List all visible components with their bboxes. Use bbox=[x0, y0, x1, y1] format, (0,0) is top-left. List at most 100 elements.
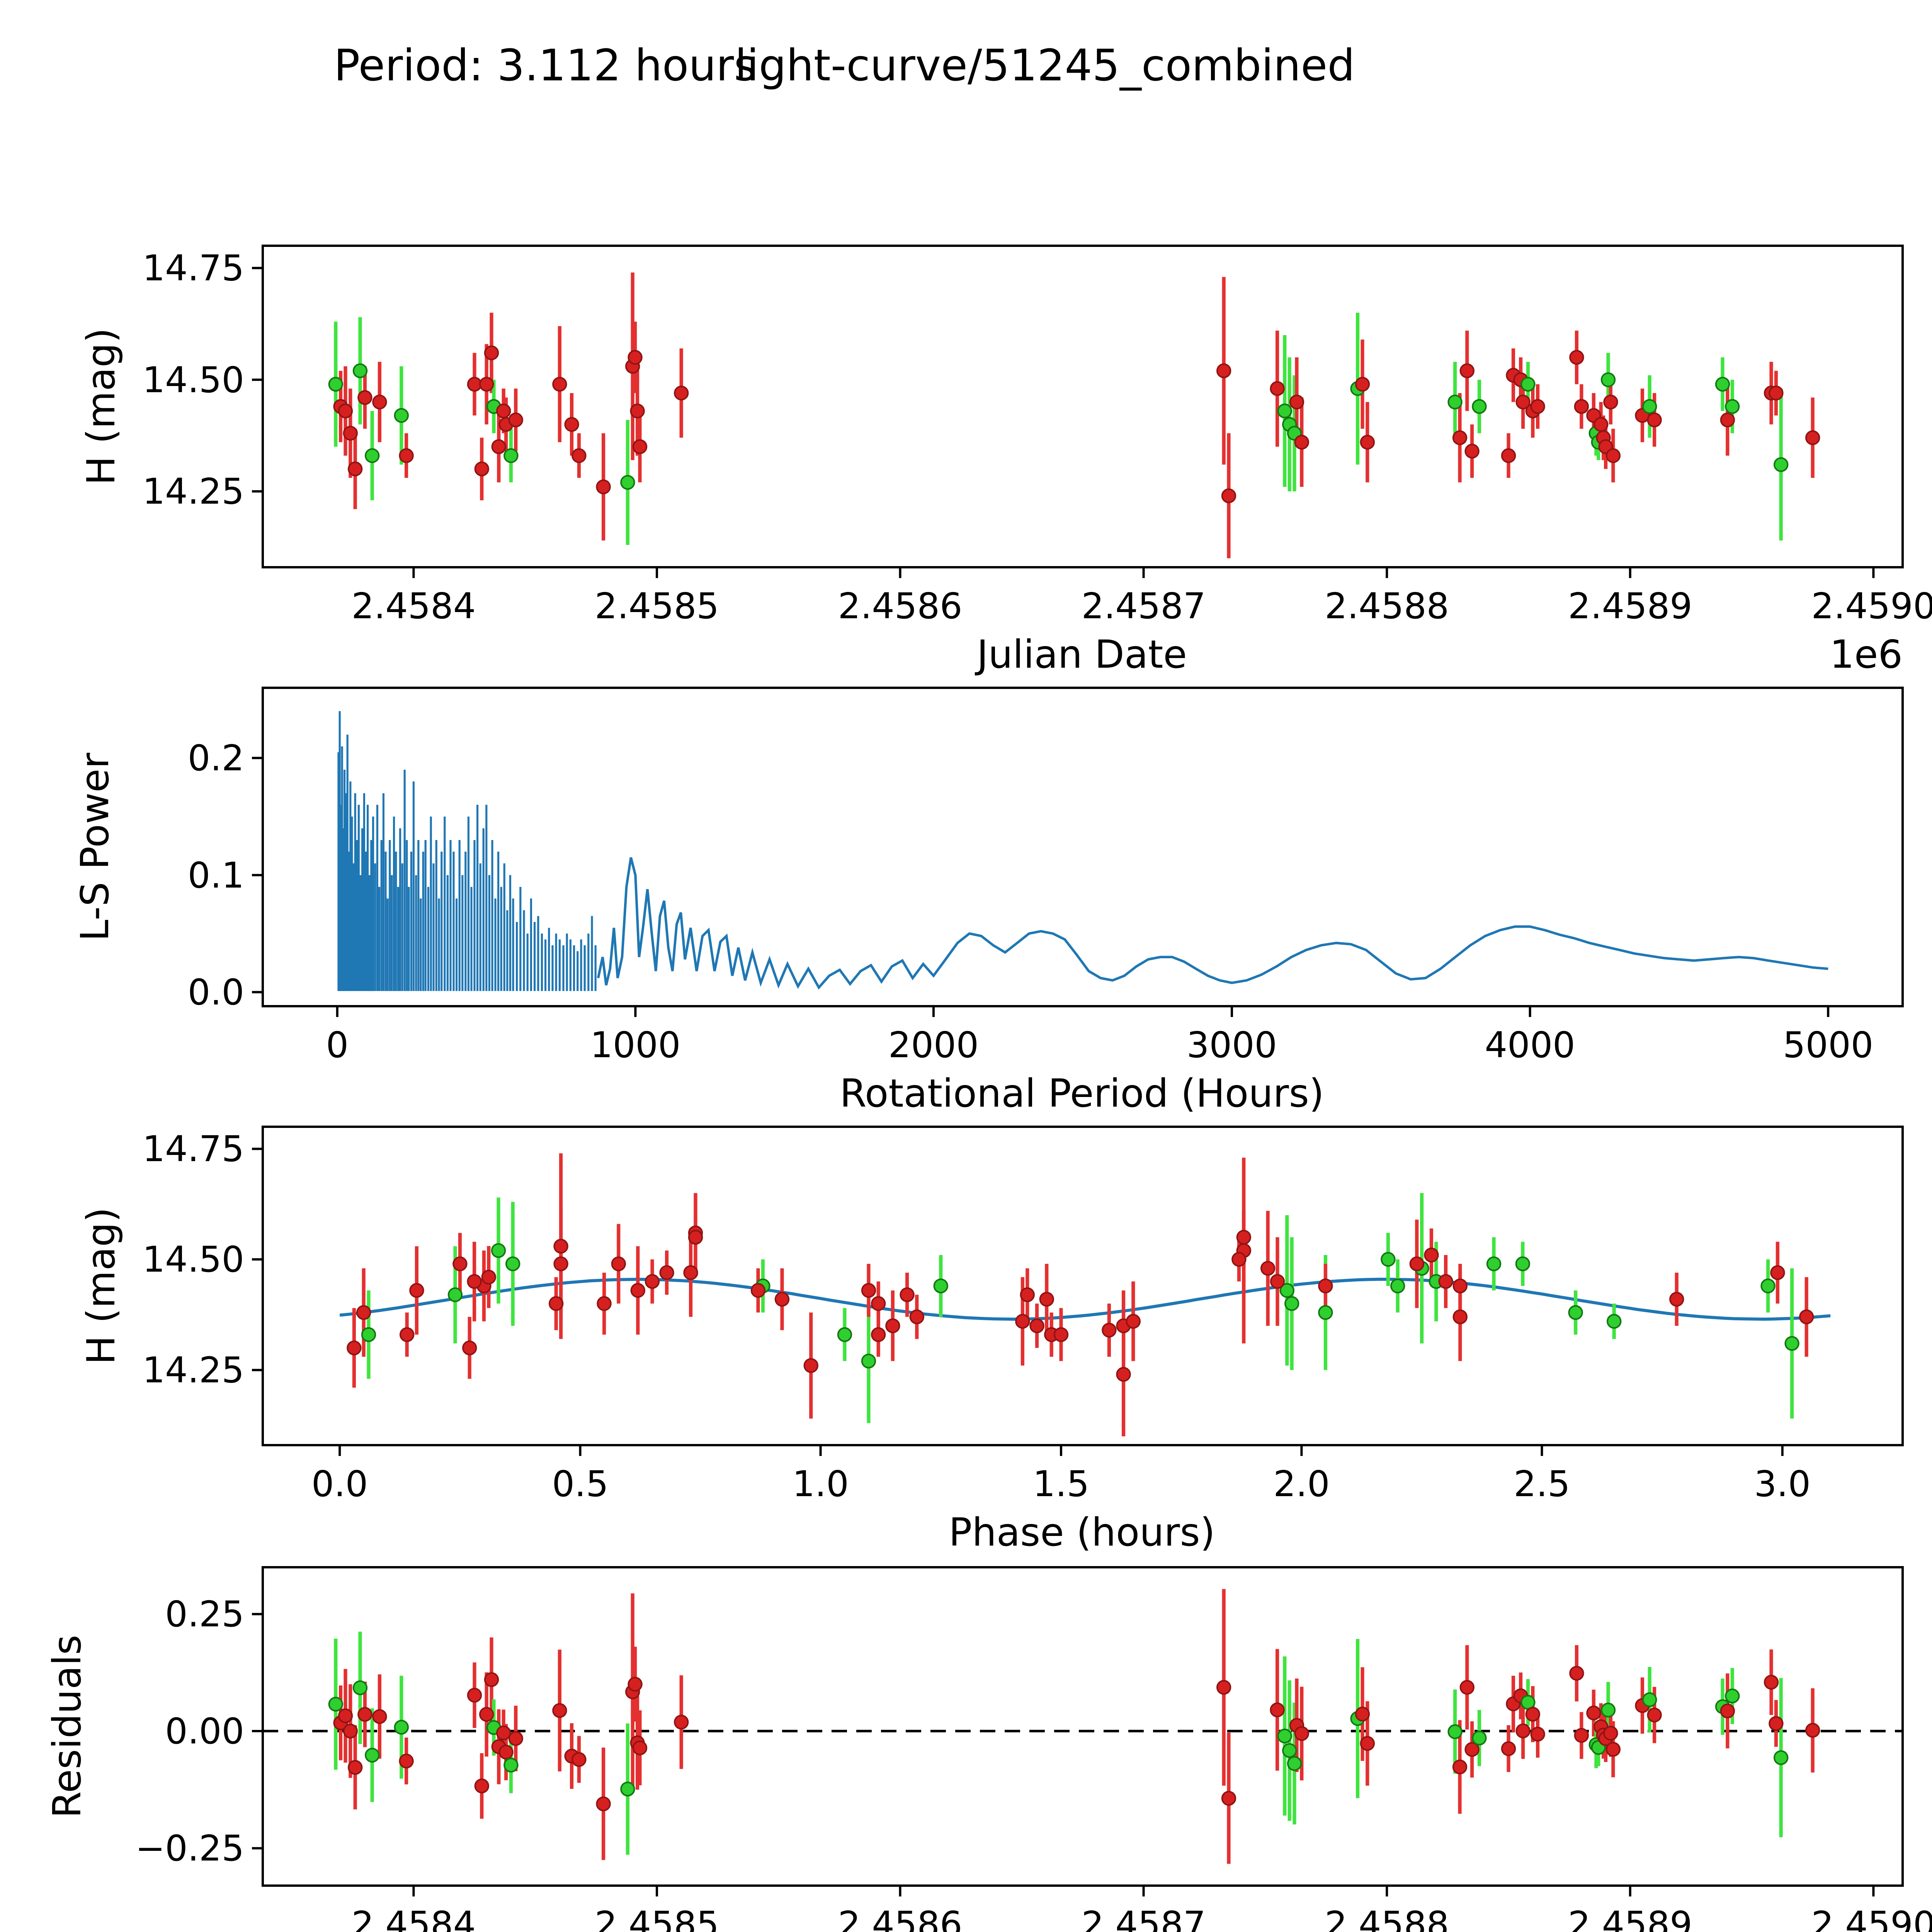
x-tick-label: 3000 bbox=[1187, 1024, 1277, 1066]
data-point bbox=[1216, 363, 1231, 378]
x-tick-label: 2.4584 bbox=[351, 1904, 476, 1932]
jd-mag-offset: 1e6 bbox=[1830, 632, 1903, 677]
data-point bbox=[1574, 399, 1589, 414]
data-point bbox=[1447, 395, 1463, 410]
data-point bbox=[1501, 1741, 1516, 1756]
data-point bbox=[1015, 1314, 1030, 1329]
data-point bbox=[1116, 1367, 1131, 1382]
data-point bbox=[496, 1725, 511, 1740]
data-point bbox=[1360, 1736, 1375, 1751]
y-tick-label: 14.75 bbox=[143, 248, 244, 289]
data-point bbox=[688, 1230, 703, 1245]
y-tick-label: 0.25 bbox=[165, 1594, 244, 1635]
data-point bbox=[871, 1296, 886, 1311]
data-point bbox=[1515, 1723, 1531, 1738]
axes-frame bbox=[262, 1126, 1904, 1446]
data-point bbox=[467, 1274, 482, 1289]
y-tick-label: 0.2 bbox=[188, 738, 244, 779]
data-point bbox=[1669, 1292, 1684, 1307]
data-point bbox=[365, 1748, 380, 1763]
data-point bbox=[1720, 412, 1735, 428]
data-point bbox=[1472, 399, 1487, 414]
data-point bbox=[1452, 1309, 1468, 1325]
data-point bbox=[1586, 1706, 1601, 1721]
data-point bbox=[1360, 435, 1375, 450]
residuals-ylabel: Residuals bbox=[44, 1635, 90, 1818]
data-point bbox=[356, 1305, 371, 1320]
data-point bbox=[596, 479, 611, 495]
data-point bbox=[1464, 444, 1480, 459]
data-point bbox=[1647, 412, 1662, 428]
data-point bbox=[674, 386, 689, 401]
data-point bbox=[1452, 430, 1468, 446]
data-point bbox=[597, 1296, 612, 1311]
data-point bbox=[885, 1318, 900, 1333]
x-tick-label: 0 bbox=[326, 1024, 349, 1066]
data-point bbox=[1774, 457, 1789, 472]
data-point bbox=[1381, 1252, 1396, 1267]
data-point bbox=[1769, 1716, 1784, 1731]
x-tick-label: 2.4589 bbox=[1568, 585, 1692, 627]
main-title: light-curve/51245_combined bbox=[735, 41, 1355, 91]
data-point bbox=[361, 1327, 376, 1342]
data-point bbox=[1764, 1675, 1779, 1690]
data-point bbox=[620, 1781, 635, 1797]
data-point bbox=[552, 377, 567, 392]
data-point bbox=[571, 448, 587, 463]
y-tick-label: 14.25 bbox=[143, 471, 244, 512]
data-point bbox=[1231, 1252, 1247, 1267]
data-point bbox=[1020, 1287, 1035, 1303]
data-point bbox=[348, 461, 363, 476]
data-point bbox=[774, 1292, 790, 1307]
data-point bbox=[328, 1697, 343, 1712]
data-point bbox=[394, 1719, 409, 1735]
data-point bbox=[479, 1707, 494, 1722]
data-point bbox=[372, 1709, 387, 1724]
x-tick-label: 2.4589 bbox=[1568, 1904, 1692, 1932]
data-point bbox=[399, 1753, 414, 1769]
data-point bbox=[1569, 350, 1584, 365]
data-point bbox=[1774, 1750, 1789, 1765]
data-point bbox=[1216, 1680, 1231, 1695]
y-tick-label: 0.00 bbox=[165, 1711, 244, 1752]
axes-frame bbox=[262, 245, 1904, 568]
data-point bbox=[1715, 377, 1730, 392]
data-point bbox=[505, 1256, 520, 1272]
x-tick-label: 2.4586 bbox=[838, 585, 963, 627]
data-point bbox=[1464, 1742, 1480, 1757]
phase-xlabel: Phase (hours) bbox=[949, 1510, 1215, 1555]
x-tick-label: 2.4590 bbox=[1811, 585, 1932, 627]
y-tick-label: 14.25 bbox=[143, 1350, 244, 1391]
data-point bbox=[611, 1256, 626, 1272]
data-point bbox=[630, 403, 645, 418]
data-point bbox=[1525, 1707, 1541, 1722]
data-point bbox=[1520, 377, 1536, 392]
data-point bbox=[1530, 399, 1545, 414]
data-point bbox=[474, 461, 490, 476]
data-point bbox=[1642, 1692, 1657, 1707]
x-tick-label: 2.4585 bbox=[595, 1904, 719, 1932]
x-tick-label: 3.0 bbox=[1754, 1463, 1811, 1505]
data-point bbox=[1270, 1274, 1285, 1289]
data-point bbox=[1647, 1708, 1662, 1723]
data-point bbox=[1784, 1336, 1799, 1351]
data-point bbox=[357, 1707, 372, 1722]
data-point bbox=[491, 1243, 506, 1258]
data-point bbox=[1486, 1256, 1502, 1272]
data-point bbox=[571, 1752, 587, 1767]
data-point bbox=[1039, 1292, 1054, 1307]
data-point bbox=[1594, 417, 1609, 432]
data-point bbox=[484, 345, 499, 361]
data-point bbox=[553, 1239, 568, 1254]
data-point bbox=[1126, 1314, 1141, 1329]
periodogram-curve bbox=[597, 857, 1828, 990]
periodogram-chart: 0 1000 2000 3000 4000 5000 0.0 0.1 0.2 bbox=[188, 687, 1904, 1066]
x-tick-label: 2.4588 bbox=[1325, 585, 1449, 627]
data-point bbox=[750, 1283, 766, 1298]
data-point bbox=[352, 1680, 368, 1696]
data-point bbox=[933, 1278, 949, 1294]
data-point bbox=[628, 350, 643, 365]
data-point bbox=[447, 1287, 463, 1303]
data-point bbox=[1355, 377, 1370, 392]
period-title: Period: 3.112 hours bbox=[334, 41, 757, 91]
